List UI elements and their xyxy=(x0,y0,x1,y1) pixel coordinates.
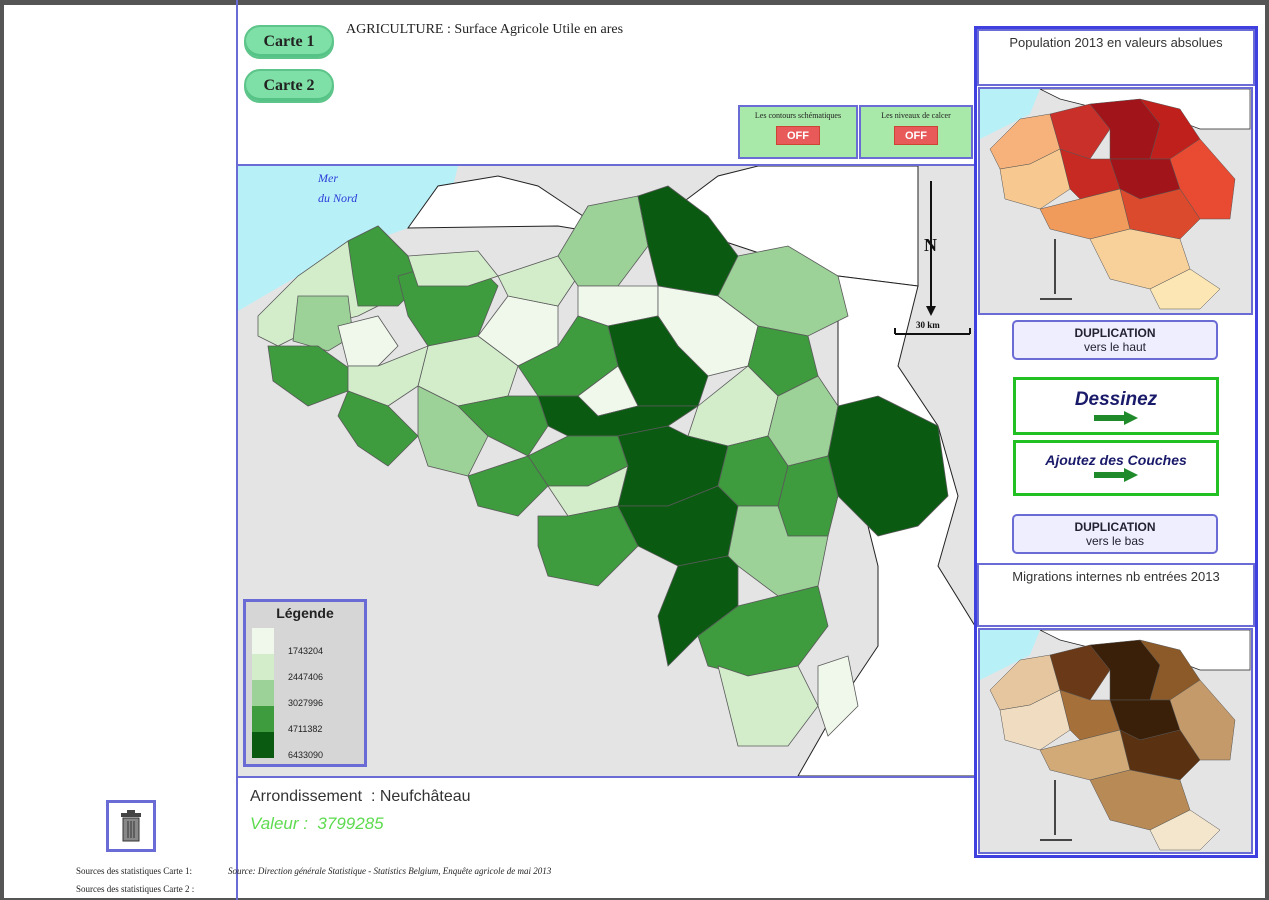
arrondissement-value: : Neufchâteau xyxy=(370,788,471,805)
region-roeselare[interactable] xyxy=(337,315,399,367)
top-mini-title: Population 2013 en valeurs absolues xyxy=(1009,35,1223,50)
mini-sea-bottom xyxy=(980,630,1040,680)
migrations-mini-map[interactable] xyxy=(978,628,1253,854)
bottom-mini-title-box: Migrations internes nb entrées 2013 xyxy=(977,563,1255,627)
legend-swatch-5 xyxy=(252,732,274,758)
contours-toggle-label: Les contours schématiques xyxy=(754,111,842,120)
trash-button[interactable] xyxy=(106,800,156,852)
carte-2-button[interactable]: Carte 2 xyxy=(244,69,334,103)
legend-label-1: 1743204 xyxy=(288,646,324,656)
legend-label-5: 6433090 xyxy=(288,750,324,760)
sea-label-1: Mer xyxy=(317,171,338,185)
legend-title: Légende xyxy=(276,605,334,621)
layers-arrow-icon xyxy=(1094,468,1138,482)
migrations-map xyxy=(980,630,1251,851)
legend-class-4: 4711382 xyxy=(252,706,362,734)
legend-swatch-3 xyxy=(252,680,274,706)
belgium-agriculture-map[interactable]: Mer du Nord xyxy=(238,166,975,776)
draw-arrow-icon xyxy=(1094,411,1138,425)
mig-region-2 xyxy=(1049,644,1111,701)
region-sint-niklaas[interactable] xyxy=(497,255,579,307)
sources-text-1: Source: Direction générale Statistique -… xyxy=(228,866,552,876)
dup-up-line2: vers le haut xyxy=(1083,340,1147,354)
add-layers-button[interactable]: Ajoutez des Couches xyxy=(1013,440,1219,496)
carte-1-button[interactable]: Carte 1 xyxy=(244,25,334,59)
region-philippeville[interactable] xyxy=(537,505,639,587)
right-panel xyxy=(974,26,1258,858)
draw-label: Dessinez xyxy=(1074,389,1158,410)
sea-label-2: du Nord xyxy=(318,191,358,205)
left-divider xyxy=(236,0,238,900)
regions-layer xyxy=(257,185,949,747)
region-nivelles[interactable] xyxy=(537,395,700,437)
layers-label: Ajoutez des Couches xyxy=(1045,452,1187,468)
contours-toggle-panel: Les contours schématiques OFF xyxy=(738,105,858,159)
population-map xyxy=(980,89,1251,310)
levels-toggle-label: Les niveaux de calcer xyxy=(881,111,951,120)
levels-toggle-panel: Les niveaux de calcer OFF xyxy=(859,105,973,159)
legend-class-2: 2447406 xyxy=(252,654,362,682)
region-mouscron[interactable] xyxy=(337,390,419,467)
duplication-up-button[interactable]: DUPLICATION vers le haut xyxy=(1012,320,1218,360)
legend: Légende 1743204 2447406 3027996 4711382 … xyxy=(243,599,367,767)
dup-up-line1: DUPLICATION xyxy=(1074,326,1156,340)
region-ieper[interactable] xyxy=(267,345,354,407)
scale-label: 30 km xyxy=(916,320,940,330)
north-sea xyxy=(238,166,458,311)
scale-bar: 30 km xyxy=(894,320,971,335)
population-mini-map[interactable] xyxy=(978,87,1253,315)
legend-class-1: 1743204 xyxy=(252,628,362,656)
sources-label-2: Sources des statistiques Carte 2 : xyxy=(76,884,195,894)
sources-label-1: Sources des statistiques Carte 1: xyxy=(76,866,192,876)
map-title: AGRICULTURE : Surface Agricole Utile en … xyxy=(346,22,624,37)
dup-down-line1: DUPLICATION xyxy=(1074,520,1156,534)
legend-label-2: 2447406 xyxy=(288,672,324,682)
pop-region-2 xyxy=(1049,103,1111,160)
top-mini-title-box: Population 2013 en valeurs absolues xyxy=(977,29,1255,86)
region-diksmuide[interactable] xyxy=(292,295,354,352)
legend-swatch-2 xyxy=(252,654,274,680)
region-arlon[interactable] xyxy=(817,655,859,737)
arrondissement-label: Arrondissement xyxy=(250,788,363,805)
north-label: N xyxy=(924,235,937,255)
region-mons[interactable] xyxy=(467,455,549,517)
bottom-mini-title: Migrations internes nb entrées 2013 xyxy=(1012,569,1220,584)
mini-sea-top xyxy=(980,89,1040,139)
legend-class-5: 6433090 xyxy=(252,732,362,760)
legend-swatch-1 xyxy=(252,628,274,654)
population-regions xyxy=(989,98,1236,310)
main-map[interactable]: Mer du Nord xyxy=(238,164,975,778)
legend-label-4: 4711382 xyxy=(288,724,323,734)
contours-off-button[interactable]: OFF xyxy=(776,126,820,145)
north-arrow-icon: N xyxy=(924,181,937,316)
arrondissement-line: Arrondissement : Neufchâteau xyxy=(250,788,471,806)
valeur-label: Valeur : xyxy=(250,814,308,833)
duplication-down-button[interactable]: DUPLICATION vers le bas xyxy=(1012,514,1218,554)
dup-down-line2: vers le bas xyxy=(1085,534,1145,548)
trash-icon xyxy=(121,810,141,842)
valeur-line: Valeur : 3799285 xyxy=(250,814,384,834)
valeur-value: 3799285 xyxy=(317,814,384,833)
region-virton[interactable] xyxy=(717,665,819,747)
draw-button[interactable]: Dessinez xyxy=(1013,377,1219,435)
pop-region-12 xyxy=(1149,268,1221,310)
info-panel: Arrondissement : Neufchâteau Valeur : 37… xyxy=(238,776,975,900)
levels-off-button[interactable]: OFF xyxy=(894,126,938,145)
legend-swatch-4 xyxy=(252,706,274,732)
region-eeklo[interactable] xyxy=(407,250,499,287)
mig-region-12 xyxy=(1149,809,1221,851)
legend-class-3: 3027996 xyxy=(252,680,362,708)
migration-regions xyxy=(989,639,1236,851)
legend-label-3: 3027996 xyxy=(288,698,324,708)
